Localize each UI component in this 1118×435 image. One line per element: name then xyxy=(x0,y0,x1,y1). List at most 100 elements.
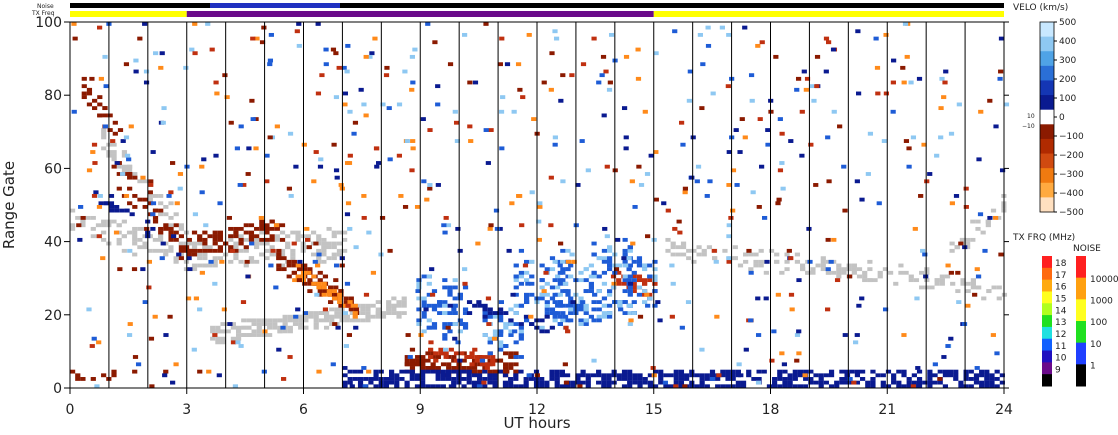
heat-cell xyxy=(96,205,103,209)
heat-cell xyxy=(881,139,887,143)
heat-cell xyxy=(669,314,675,319)
x-tick-label: 3 xyxy=(182,402,191,418)
heat-cell xyxy=(173,256,179,261)
heat-cell xyxy=(849,369,855,374)
heat-cell xyxy=(273,223,280,228)
heat-cell xyxy=(438,351,444,356)
heat-cell xyxy=(453,351,460,356)
heat-cell xyxy=(492,311,499,315)
heat-cell xyxy=(147,197,153,202)
heat-cell xyxy=(914,296,920,301)
heat-cell xyxy=(841,164,847,169)
heat-cell xyxy=(564,373,571,378)
heat-cell xyxy=(86,87,93,92)
heat-cell xyxy=(691,259,697,264)
heat-cell xyxy=(477,362,483,367)
txfreq-swatch xyxy=(1042,338,1052,352)
heat-cell xyxy=(230,340,237,345)
heat-cell xyxy=(323,318,330,323)
heat-cell xyxy=(243,248,249,253)
heat-cell xyxy=(635,76,642,81)
heat-cell xyxy=(673,369,679,374)
heat-cell xyxy=(773,54,779,59)
heat-cell xyxy=(238,226,244,231)
heat-cell xyxy=(670,281,676,286)
heat-cell xyxy=(834,380,840,385)
heat-cell xyxy=(676,219,682,224)
heat-cell xyxy=(86,168,93,173)
heat-cell xyxy=(856,274,863,279)
heat-cell xyxy=(585,384,591,389)
heat-cell xyxy=(916,377,923,381)
heat-cell xyxy=(178,241,184,246)
heat-cell xyxy=(710,91,716,96)
heat-cell xyxy=(963,384,969,389)
heat-cell xyxy=(173,212,179,217)
heat-cell xyxy=(544,329,550,334)
heat-cell xyxy=(851,267,857,272)
heat-cell xyxy=(513,278,519,283)
heat-cell xyxy=(996,285,1002,290)
heat-cell xyxy=(316,259,322,264)
heat-cell xyxy=(934,278,940,283)
heat-cell xyxy=(267,325,273,330)
heat-cell xyxy=(809,84,815,89)
heat-cell xyxy=(108,208,115,213)
heat-cell xyxy=(402,69,408,74)
heat-cell xyxy=(642,263,648,268)
heat-cell xyxy=(209,47,215,52)
heat-cell xyxy=(251,329,257,334)
heat-cell xyxy=(627,373,633,378)
heat-cell xyxy=(342,230,348,235)
heat-cell xyxy=(583,267,589,272)
heat-cell xyxy=(549,325,555,330)
heat-cell xyxy=(557,263,563,268)
heat-cell xyxy=(755,380,762,385)
heat-cell xyxy=(714,314,720,319)
heat-cell xyxy=(939,76,945,81)
heat-cell xyxy=(655,300,661,305)
heat-cell xyxy=(404,355,410,359)
heat-cell xyxy=(575,373,581,378)
heat-cell xyxy=(254,237,260,242)
heat-cell xyxy=(287,314,293,319)
heat-cell xyxy=(979,384,985,389)
heat-cell xyxy=(295,274,301,279)
heat-cell xyxy=(508,362,514,367)
heat-cell xyxy=(653,51,659,56)
heat-cell xyxy=(621,377,628,381)
heat-cell xyxy=(387,248,393,253)
heat-cell xyxy=(150,150,156,154)
heat-cell xyxy=(615,237,621,242)
heat-cell xyxy=(469,351,475,356)
heat-cell xyxy=(650,366,656,370)
heat-cell xyxy=(663,384,669,389)
heat-cell xyxy=(831,237,837,242)
heat-cell xyxy=(544,307,550,312)
heat-cell xyxy=(426,292,432,297)
heat-cell xyxy=(420,380,426,385)
heat-cell xyxy=(326,256,332,261)
noise-tick-label: 1000 xyxy=(1090,296,1113,306)
heat-cell xyxy=(197,248,203,253)
heat-cell xyxy=(237,183,243,187)
heat-cell xyxy=(452,296,458,301)
heat-cell xyxy=(254,259,260,264)
heat-cell xyxy=(375,314,381,319)
heat-cell xyxy=(272,322,278,326)
heat-cell xyxy=(102,54,108,59)
heat-cell xyxy=(560,259,566,264)
heat-cell xyxy=(813,183,819,187)
heat-cell xyxy=(333,285,339,290)
heat-cell xyxy=(854,333,860,337)
heat-cell xyxy=(286,263,292,268)
heat-cell xyxy=(335,325,341,330)
heat-cell xyxy=(539,384,545,389)
heat-cell xyxy=(187,267,193,272)
heat-cell xyxy=(842,208,848,213)
heat-cell xyxy=(281,267,287,272)
heat-cell xyxy=(537,201,543,206)
heat-cell xyxy=(86,91,93,96)
heat-cell xyxy=(409,347,416,352)
heat-cell xyxy=(554,377,560,381)
